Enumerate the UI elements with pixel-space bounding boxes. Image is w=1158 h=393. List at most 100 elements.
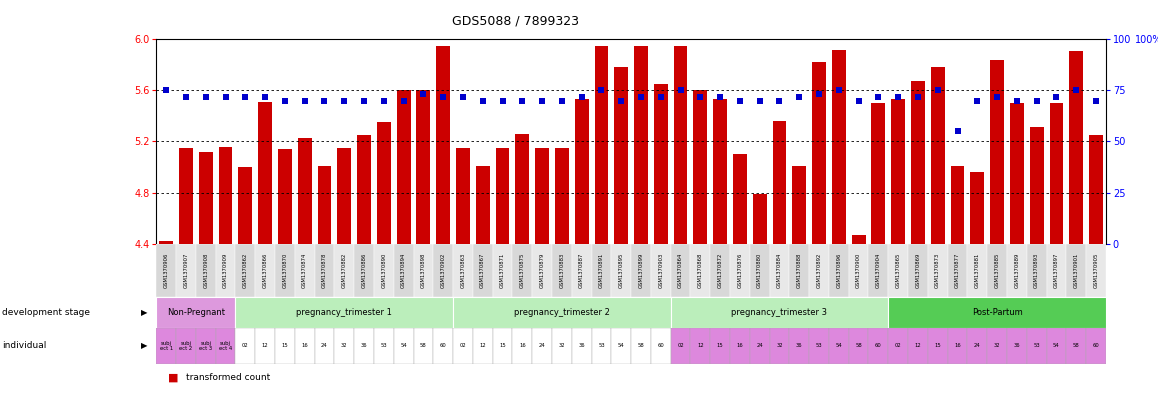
Bar — [1027, 244, 1047, 297]
Bar — [670, 328, 690, 364]
Text: ▶: ▶ — [140, 308, 147, 317]
Text: 15: 15 — [499, 343, 506, 348]
Bar — [1047, 244, 1067, 297]
Bar — [947, 328, 967, 364]
Bar — [219, 147, 233, 393]
Text: GSM1370863: GSM1370863 — [461, 253, 466, 288]
Bar — [235, 328, 255, 364]
Point — [276, 97, 294, 104]
Point — [197, 94, 215, 100]
Text: GSM1370883: GSM1370883 — [559, 253, 564, 288]
Text: GSM1370865: GSM1370865 — [895, 252, 901, 288]
Point — [474, 97, 492, 104]
Text: 60: 60 — [1093, 343, 1099, 348]
Bar — [397, 90, 411, 393]
Bar — [492, 328, 512, 364]
Bar — [196, 244, 215, 297]
Text: GSM1370866: GSM1370866 — [263, 252, 267, 288]
Point — [1047, 94, 1065, 100]
Point — [217, 94, 235, 100]
Text: pregnancy_trimester 3: pregnancy_trimester 3 — [732, 308, 828, 317]
Point — [592, 87, 610, 94]
Text: 16: 16 — [954, 343, 961, 348]
Bar — [690, 244, 710, 297]
Bar — [908, 328, 928, 364]
Text: 54: 54 — [401, 343, 406, 348]
Bar — [809, 328, 829, 364]
Bar — [1027, 328, 1047, 364]
Bar — [592, 244, 611, 297]
Bar — [413, 328, 433, 364]
Text: 53: 53 — [599, 343, 604, 348]
Point — [552, 97, 571, 104]
Text: GSM1370874: GSM1370874 — [302, 252, 307, 288]
Bar — [417, 90, 431, 393]
Text: 53: 53 — [1033, 343, 1040, 348]
Text: GSM1370877: GSM1370877 — [955, 252, 960, 288]
Text: GSM1370872: GSM1370872 — [718, 252, 723, 288]
Bar — [831, 50, 845, 393]
Point — [1007, 97, 1026, 104]
Text: GSM1370878: GSM1370878 — [322, 252, 327, 288]
Bar — [594, 46, 608, 393]
Text: 54: 54 — [618, 343, 624, 348]
Bar — [987, 244, 1007, 297]
Bar — [156, 328, 176, 364]
Text: 15: 15 — [935, 343, 941, 348]
Bar — [749, 244, 770, 297]
Bar — [1029, 127, 1043, 393]
Bar — [215, 244, 235, 297]
Point — [434, 94, 453, 100]
Text: subj
ect 1: subj ect 1 — [160, 341, 173, 351]
Text: GSM1370875: GSM1370875 — [520, 252, 525, 288]
Bar — [533, 244, 552, 297]
Point — [889, 94, 908, 100]
Text: GSM1370888: GSM1370888 — [797, 252, 801, 288]
Bar — [868, 328, 888, 364]
Point — [177, 94, 196, 100]
Text: Non-Pregnant: Non-Pregnant — [167, 308, 225, 317]
Bar — [1007, 244, 1027, 297]
Text: 60: 60 — [440, 343, 447, 348]
Point — [731, 97, 749, 104]
Bar — [614, 67, 628, 393]
Text: Post-Partum: Post-Partum — [972, 308, 1023, 317]
Text: GSM1370899: GSM1370899 — [638, 252, 644, 288]
Bar — [315, 244, 335, 297]
Bar — [196, 328, 215, 364]
Text: GSM1370879: GSM1370879 — [540, 252, 544, 288]
Text: 24: 24 — [756, 343, 763, 348]
Bar — [1067, 244, 1086, 297]
Bar — [533, 328, 552, 364]
Text: GSM1370900: GSM1370900 — [856, 252, 862, 288]
Text: 32: 32 — [340, 343, 347, 348]
Bar — [749, 328, 770, 364]
Text: GSM1370884: GSM1370884 — [777, 252, 782, 288]
Bar — [1010, 103, 1024, 393]
Bar — [555, 148, 569, 393]
Bar — [374, 328, 394, 364]
Bar — [456, 148, 470, 393]
Bar — [987, 328, 1007, 364]
Text: 24: 24 — [974, 343, 981, 348]
Text: 36: 36 — [578, 343, 585, 348]
Point — [395, 97, 413, 104]
Text: 32: 32 — [558, 343, 565, 348]
Text: GSM1370894: GSM1370894 — [401, 252, 406, 288]
Text: 54: 54 — [835, 343, 842, 348]
Bar — [156, 297, 235, 328]
Bar — [710, 328, 730, 364]
Bar — [354, 328, 374, 364]
Bar — [990, 60, 1004, 393]
Text: GSM1370887: GSM1370887 — [579, 252, 584, 288]
Bar — [453, 297, 670, 328]
Bar — [730, 328, 749, 364]
Bar — [849, 244, 868, 297]
Text: GSM1370873: GSM1370873 — [936, 253, 940, 288]
Bar — [790, 244, 809, 297]
Bar — [394, 244, 413, 297]
Point — [711, 94, 730, 100]
Bar — [274, 244, 295, 297]
Point — [968, 97, 987, 104]
Bar — [670, 297, 888, 328]
